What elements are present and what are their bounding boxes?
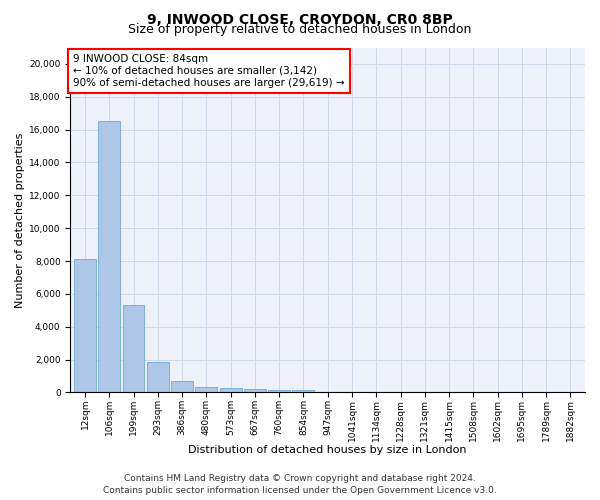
Text: 9, INWOOD CLOSE, CROYDON, CR0 8BP: 9, INWOOD CLOSE, CROYDON, CR0 8BP bbox=[147, 12, 453, 26]
Bar bbox=[220, 388, 242, 392]
Bar bbox=[74, 260, 96, 392]
X-axis label: Distribution of detached houses by size in London: Distribution of detached houses by size … bbox=[188, 445, 467, 455]
Bar bbox=[122, 306, 145, 392]
Bar bbox=[171, 381, 193, 392]
Bar bbox=[98, 122, 120, 392]
Text: Contains HM Land Registry data © Crown copyright and database right 2024.
Contai: Contains HM Land Registry data © Crown c… bbox=[103, 474, 497, 495]
Text: 9 INWOOD CLOSE: 84sqm
← 10% of detached houses are smaller (3,142)
90% of semi-d: 9 INWOOD CLOSE: 84sqm ← 10% of detached … bbox=[73, 54, 344, 88]
Y-axis label: Number of detached properties: Number of detached properties bbox=[15, 132, 25, 308]
Bar bbox=[268, 390, 290, 392]
Bar bbox=[147, 362, 169, 392]
Bar bbox=[292, 390, 314, 392]
Bar bbox=[244, 389, 266, 392]
Bar bbox=[196, 386, 217, 392]
Text: Size of property relative to detached houses in London: Size of property relative to detached ho… bbox=[128, 22, 472, 36]
